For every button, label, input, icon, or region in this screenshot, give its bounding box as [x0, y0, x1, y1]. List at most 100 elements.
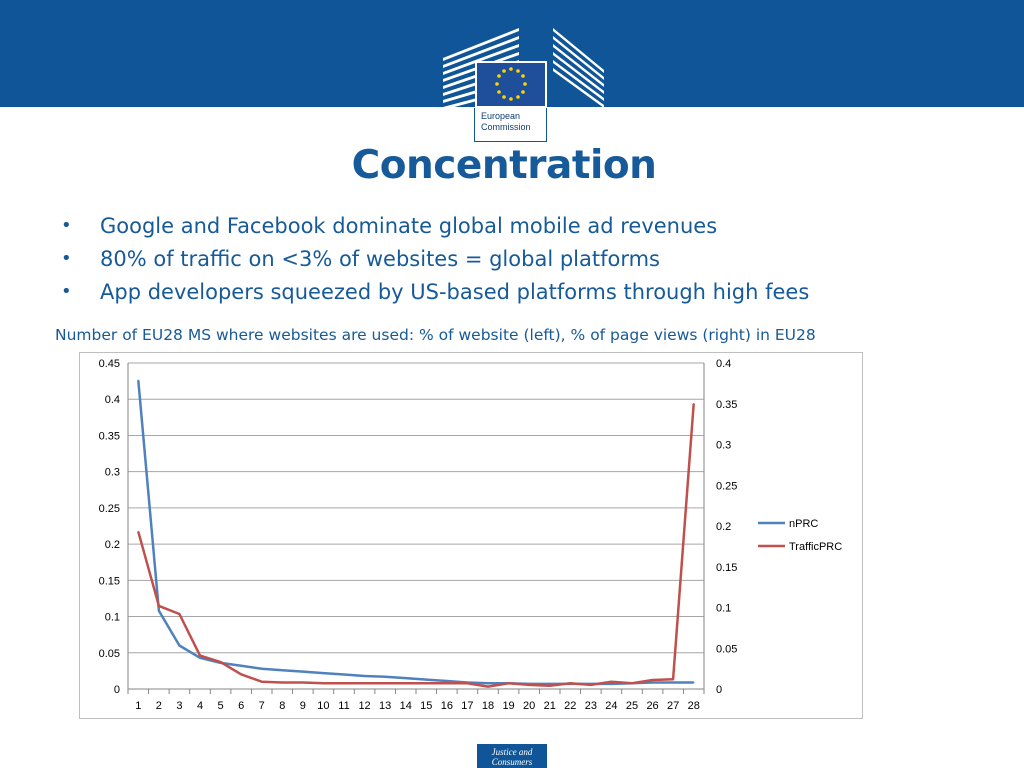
- bullet-list: • Google and Facebook dominate global mob…: [60, 211, 809, 310]
- x-tick-label: 2: [156, 700, 162, 712]
- data-point-trafficprc: [199, 654, 201, 657]
- european-commission-logo: [443, 28, 604, 110]
- x-tick-label: 4: [197, 700, 203, 712]
- chart-caption: Number of EU28 MS where websites are use…: [55, 326, 816, 344]
- data-point-nprc: [343, 673, 345, 676]
- data-point-trafficprc: [507, 682, 510, 685]
- x-tick-label: 17: [461, 700, 473, 712]
- data-point-trafficprc: [260, 680, 263, 683]
- series-line-nprc: [137, 380, 694, 686]
- y-left-tick-label: 0.45: [99, 358, 120, 370]
- y-left-tick-label: 0.35: [99, 430, 120, 442]
- european-commission-wordmark: European Commission: [474, 108, 547, 142]
- data-point-trafficprc: [692, 402, 695, 405]
- logo-line-1: European: [481, 111, 521, 121]
- x-tick-label: 3: [176, 700, 182, 712]
- bullet-icon: •: [61, 215, 72, 236]
- data-point-trafficprc: [384, 682, 386, 685]
- x-tick-label: 13: [379, 700, 391, 712]
- data-point-nprc: [322, 672, 325, 674]
- y-left-tick-label: 0.2: [105, 539, 120, 551]
- bullet-icon: •: [61, 281, 72, 302]
- bullet-text: App developers squeezed by US-based plat…: [100, 280, 810, 304]
- bullet-text: 80% of traffic on <3% of websites = glob…: [100, 247, 660, 271]
- x-tick-label: 18: [482, 700, 494, 712]
- data-point-trafficprc: [651, 679, 654, 681]
- data-point-nprc: [158, 609, 160, 612]
- data-point-nprc: [199, 657, 201, 659]
- y-right-tick-label: 0.15: [716, 562, 737, 574]
- data-point-trafficprc: [302, 681, 304, 684]
- data-point-trafficprc: [672, 678, 674, 681]
- x-tick-label: 16: [441, 700, 453, 712]
- y-left-tick-label: 0: [114, 684, 120, 696]
- x-tick-label: 22: [564, 700, 576, 712]
- data-point-trafficprc: [610, 680, 613, 683]
- bullet-item: • 80% of traffic on <3% of websites = glo…: [60, 244, 809, 277]
- x-tick-label: 14: [400, 700, 412, 712]
- data-point-nprc: [363, 675, 366, 677]
- series-line-trafficprc: [137, 403, 695, 688]
- data-point-trafficprc: [158, 605, 160, 607]
- data-point-trafficprc: [322, 682, 325, 685]
- data-point-nprc: [302, 670, 304, 673]
- legend-label-nprc: nPRC: [789, 518, 818, 530]
- data-point-nprc: [384, 675, 386, 678]
- data-point-nprc: [672, 681, 674, 684]
- data-point-nprc: [281, 669, 284, 671]
- y-right-tick-label: 0.4: [716, 358, 731, 370]
- data-point-trafficprc: [528, 684, 530, 686]
- y-right-tick-label: 0.05: [716, 643, 737, 655]
- x-tick-label: 15: [420, 700, 432, 712]
- y-right-tick-label: 0.2: [716, 521, 731, 533]
- line-chart: 0 0.05 0.1 0.15 0.2 0.25 0.3 0.35 0.4 0.45 0 0.05 0.…: [79, 352, 863, 719]
- data-point-trafficprc: [219, 661, 222, 663]
- data-point-nprc: [404, 677, 407, 679]
- data-point-trafficprc: [446, 682, 448, 685]
- data-point-nprc: [446, 680, 448, 682]
- data-point-nprc: [137, 379, 140, 382]
- x-tick-label: 20: [523, 700, 535, 712]
- y-right-tick-label: 0.35: [716, 399, 737, 411]
- data-point-nprc: [260, 667, 263, 670]
- y-right-tick-label: 0.3: [716, 440, 731, 452]
- x-tick-label: 5: [218, 700, 224, 712]
- data-point-nprc: [240, 665, 242, 667]
- badge-line-2: Consumers: [491, 757, 533, 767]
- x-tick-label: 28: [688, 700, 700, 712]
- x-tick-label: 25: [626, 700, 638, 712]
- data-point-trafficprc: [466, 682, 469, 685]
- eu-stars-icon: [495, 67, 527, 101]
- bullet-item: • Google and Facebook dominate global mob…: [60, 211, 809, 244]
- badge-line-1: Justice and: [491, 747, 533, 757]
- x-tick-label: 26: [646, 700, 658, 712]
- data-point-trafficprc: [343, 682, 345, 685]
- y-left-tick-label: 0.25: [99, 503, 120, 515]
- bullet-text: Google and Facebook dominate global mobi…: [100, 214, 718, 238]
- data-point-trafficprc: [178, 613, 181, 615]
- x-tick-label: 12: [358, 700, 370, 712]
- data-point-trafficprc: [569, 682, 572, 685]
- x-tick-label: 21: [544, 700, 556, 712]
- data-point-nprc: [425, 678, 428, 681]
- data-point-nprc: [651, 681, 654, 684]
- x-tick-label: 24: [605, 700, 617, 712]
- bullet-icon: •: [61, 248, 72, 269]
- x-tick-label: 7: [259, 700, 265, 712]
- x-tick-label: 27: [667, 700, 679, 712]
- data-point-trafficprc: [425, 682, 428, 685]
- data-point-trafficprc: [548, 684, 551, 687]
- justice-consumers-badge: Justice and Consumers: [477, 744, 547, 768]
- y-left-tick-label: 0.05: [99, 648, 120, 660]
- y-left-tick-label: 0.3: [105, 467, 120, 479]
- x-tick-label: 8: [279, 700, 285, 712]
- y-left-tick-label: 0.4: [105, 394, 120, 406]
- data-point-nprc: [610, 683, 613, 685]
- x-tick-label: 23: [585, 700, 597, 712]
- data-point-trafficprc: [487, 685, 489, 688]
- y-right-tick-label: 0: [716, 684, 722, 696]
- chart-svg: 00.050.10.150.20.250.30.350.40.4500.050.…: [99, 358, 843, 712]
- y-left-tick-label: 0.15: [99, 575, 120, 587]
- legend-label-trafficprc: TrafficPRC: [789, 541, 842, 553]
- data-point-nprc: [692, 681, 695, 684]
